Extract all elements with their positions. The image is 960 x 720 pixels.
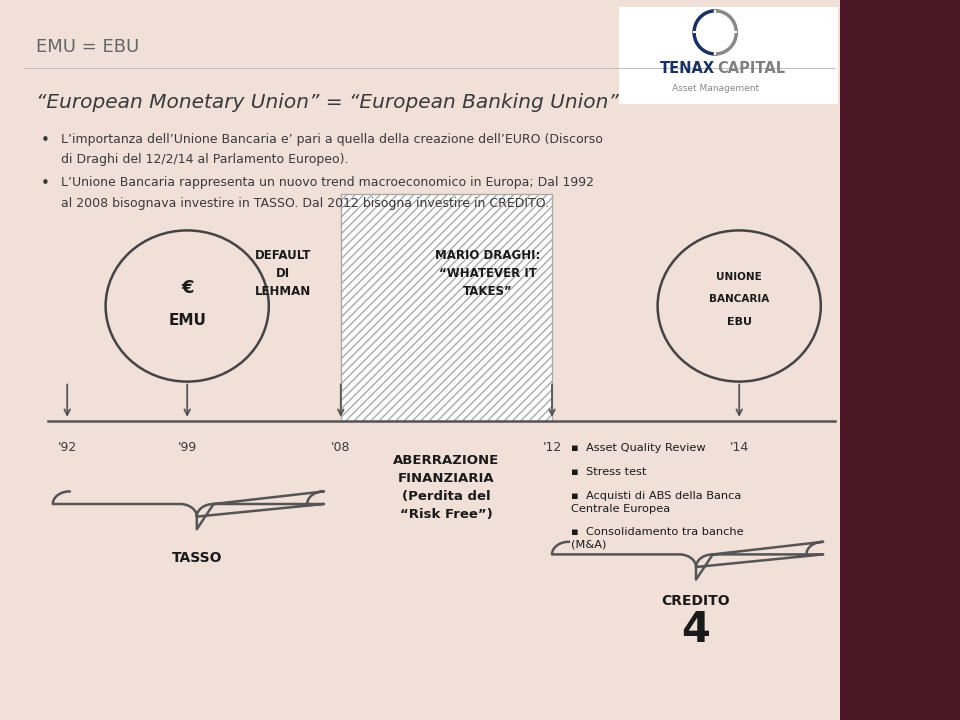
Text: CREDITO: CREDITO bbox=[661, 594, 731, 608]
Text: UNIONE: UNIONE bbox=[716, 272, 762, 282]
Text: DEFAULT
DI
LEHMAN: DEFAULT DI LEHMAN bbox=[255, 249, 311, 298]
Text: '99: '99 bbox=[178, 441, 197, 454]
Text: Asset Management: Asset Management bbox=[672, 84, 758, 93]
Text: TENAX: TENAX bbox=[660, 61, 715, 76]
Text: di Draghi del 12/2/14 al Parlamento Europeo).: di Draghi del 12/2/14 al Parlamento Euro… bbox=[61, 153, 348, 166]
Text: ▪  Asset Quality Review: ▪ Asset Quality Review bbox=[571, 443, 706, 453]
Text: ▪  Stress test: ▪ Stress test bbox=[571, 467, 647, 477]
Text: EBU: EBU bbox=[727, 317, 752, 327]
Text: 4: 4 bbox=[682, 609, 710, 651]
Text: '12: '12 bbox=[542, 441, 562, 454]
Text: ▪  Acquisti di ABS della Banca
Centrale Europea: ▪ Acquisti di ABS della Banca Centrale E… bbox=[571, 491, 741, 514]
Text: al 2008 bisognava investire in TASSO. Dal 2012 bisogna investire in CREDITO.: al 2008 bisognava investire in TASSO. Da… bbox=[61, 197, 549, 210]
Text: €: € bbox=[180, 279, 194, 297]
Text: MARIO DRAGHI:
“WHATEVER IT
TAKES”: MARIO DRAGHI: “WHATEVER IT TAKES” bbox=[435, 249, 540, 298]
Text: •: • bbox=[40, 133, 49, 148]
Text: ABERRAZIONE
FINANZIARIA
(Perdita del
“Risk Free”): ABERRAZIONE FINANZIARIA (Perdita del “Ri… bbox=[394, 454, 499, 521]
Bar bbox=[0, 0, 840, 720]
Ellipse shape bbox=[658, 230, 821, 382]
Text: ▪  Consolidamento tra banche
(M&A): ▪ Consolidamento tra banche (M&A) bbox=[571, 527, 744, 550]
Text: '14: '14 bbox=[730, 441, 749, 454]
Text: L’importanza dell’Unione Bancaria e’ pari a quella della creazione dell’EURO (Di: L’importanza dell’Unione Bancaria e’ par… bbox=[61, 133, 603, 146]
Text: '08: '08 bbox=[331, 441, 350, 454]
Text: •: • bbox=[40, 176, 49, 192]
Text: CAPITAL: CAPITAL bbox=[717, 61, 785, 76]
Text: BANCARIA: BANCARIA bbox=[709, 294, 769, 304]
Text: '92: '92 bbox=[58, 441, 77, 454]
Text: “European Monetary Union” = “European Banking Union”: “European Monetary Union” = “European Ba… bbox=[36, 93, 619, 112]
Text: TASSO: TASSO bbox=[172, 551, 222, 565]
Text: L’Unione Bancaria rappresenta un nuovo trend macroeconomico in Europa; Dal 1992: L’Unione Bancaria rappresenta un nuovo t… bbox=[61, 176, 594, 189]
Ellipse shape bbox=[106, 230, 269, 382]
Text: EMU: EMU bbox=[168, 313, 206, 328]
Bar bbox=[619, 7, 838, 104]
Bar bbox=[341, 194, 552, 421]
Text: EMU = EBU: EMU = EBU bbox=[36, 37, 140, 55]
Circle shape bbox=[708, 27, 723, 38]
